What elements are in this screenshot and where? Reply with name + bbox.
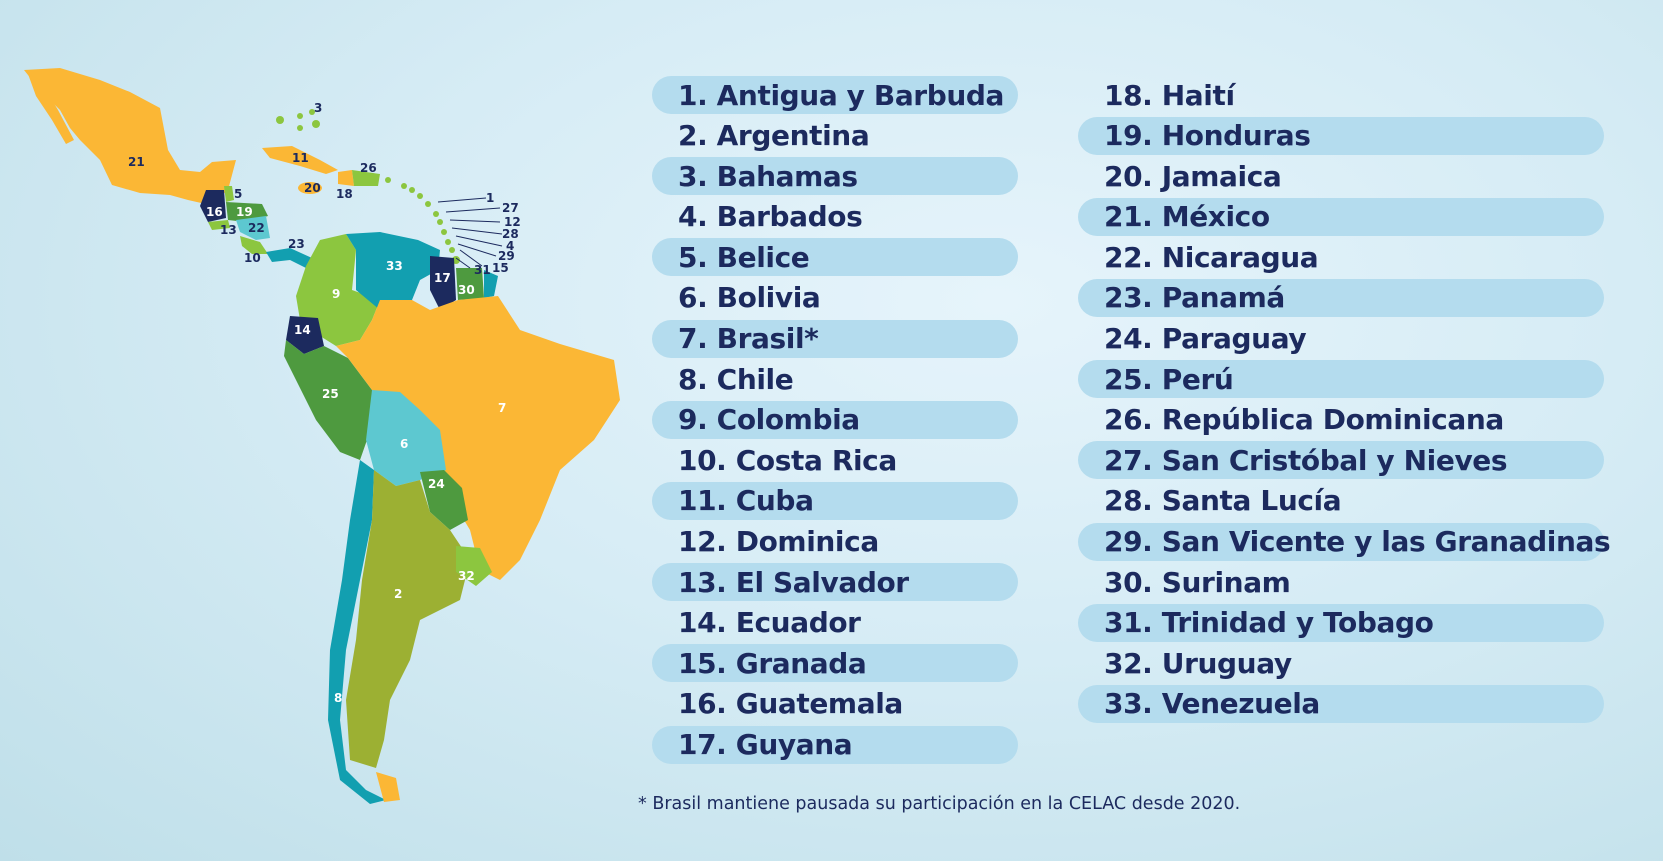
region-venezuela (346, 232, 440, 310)
country-list-item: 20. Jamaica (1104, 159, 1282, 193)
map-label-23: 23 (288, 237, 305, 251)
map-label-5: 5 (234, 187, 242, 201)
country-list-item: 12. Dominica (678, 525, 879, 559)
map-label-17: 17 (434, 271, 451, 285)
map-label-21: 21 (128, 155, 145, 169)
country-list-item: 13. El Salvador (652, 563, 1018, 602)
country-list-item: 2. Argentina (678, 119, 870, 153)
country-list-item: 33. Venezuela (1078, 684, 1604, 723)
map-label-3: 3 (314, 101, 322, 115)
region-cuba (262, 146, 338, 174)
map-label-25: 25 (322, 387, 339, 401)
country-list-item: 10. Costa Rica (678, 443, 897, 477)
map-label-28: 28 (502, 227, 519, 241)
country-list-item: 26. República Dominicana (1104, 403, 1504, 437)
map-label-8: 8 (334, 691, 342, 705)
country-list-item: 21. México (1078, 197, 1604, 236)
leader-lines (437, 197, 503, 269)
region-ecuador (286, 316, 324, 354)
country-list-item: 24. Paraguay (1104, 322, 1307, 356)
country-list-item: 22. Nicaragua (1104, 240, 1319, 274)
map-label-27: 27 (502, 201, 519, 215)
map-label-7: 7 (498, 401, 506, 415)
map-label-19: 19 (236, 205, 253, 219)
map-label-6: 6 (400, 437, 408, 451)
country-list-item: 32. Uruguay (1104, 646, 1292, 680)
region-paraguay (420, 470, 468, 530)
country-list-item: 25. Perú (1078, 360, 1604, 399)
map-labels: 21 3 11 26 20 18 5 16 19 13 22 10 23 33 … (128, 101, 521, 705)
region-elsalvador (208, 220, 230, 230)
region-chile (328, 460, 386, 804)
map-label-26: 26 (360, 161, 377, 175)
map-label-2: 2 (394, 587, 402, 601)
map-label-4: 4 (506, 239, 514, 253)
region-baja (28, 74, 74, 144)
map-label-16: 16 (206, 205, 223, 219)
region-bahamas (276, 116, 284, 124)
region-panama (266, 248, 312, 268)
country-list-item: 5. Belice (652, 238, 1018, 277)
latin-america-map: 21 3 11 26 20 18 5 16 19 13 22 10 23 33 … (0, 0, 640, 861)
region-costarica (240, 236, 268, 254)
region-haiti (338, 170, 354, 186)
country-list-item: 27. San Cristóbal y Nieves (1078, 441, 1604, 480)
map-label-32: 32 (458, 569, 475, 583)
country-list-item: 11. Cuba (652, 481, 1018, 520)
map-label-13: 13 (220, 223, 237, 237)
map-label-30: 30 (458, 283, 475, 297)
region-suriname (456, 268, 484, 300)
region-belize (224, 186, 234, 202)
map-svg: 21 3 11 26 20 18 5 16 19 13 22 10 23 33 … (24, 68, 620, 804)
country-list-item: 31. Trinidad y Tobago (1078, 603, 1604, 642)
region-honduras (226, 202, 268, 222)
country-list-item: 18. Haití (1104, 78, 1235, 112)
map-label-24: 24 (428, 477, 445, 491)
region-peru (284, 340, 374, 460)
map-label-31: 31 (474, 263, 491, 277)
country-list-item: 14. Ecuador (678, 606, 861, 640)
region-guatemala (200, 190, 226, 222)
country-list-item: 19. Honduras (1078, 116, 1604, 155)
region-bolivia (366, 390, 446, 486)
region-brazil (336, 296, 620, 580)
footnote: * Brasil mantiene pausada su participaci… (638, 794, 1241, 814)
region-jamaica (298, 182, 322, 194)
country-list-item: 23. Panamá (1078, 278, 1604, 317)
region-guyana (430, 256, 456, 310)
map-label-14: 14 (294, 323, 311, 337)
country-list-item: 28. Santa Lucía (1104, 484, 1342, 518)
country-list-item: 9. Colombia (652, 400, 1018, 439)
country-list-item: 6. Bolivia (678, 281, 821, 315)
region-mexico (24, 68, 236, 205)
map-label-29: 29 (498, 249, 515, 263)
country-list-item: 17. Guyana (652, 725, 1018, 764)
map-label-1: 1 (486, 191, 494, 205)
country-list-item: 7. Brasil* (652, 319, 1018, 358)
region-argentina (346, 470, 470, 768)
country-column-left: 1. Antigua y Barbuda 2. Argentina 3. Baham… (652, 76, 1018, 766)
country-list-item: 30. Surinam (1104, 565, 1291, 599)
country-list-item: 15. Granada (652, 644, 1018, 683)
map-label-10: 10 (244, 251, 261, 265)
country-list-item: 3. Bahamas (652, 157, 1018, 196)
country-list-item: 8. Chile (678, 362, 794, 396)
country-list-item: 1. Antigua y Barbuda (652, 76, 1018, 114)
map-label-22: 22 (248, 221, 265, 235)
map-label-12: 12 (504, 215, 521, 229)
map-label-9: 9 (332, 287, 340, 301)
country-list-item: 16. Guatemala (678, 687, 903, 721)
country-list-item: 4. Barbados (678, 200, 863, 234)
region-dominicanrep (352, 170, 380, 186)
region-uruguay (456, 546, 492, 586)
country-column-right: 18. Haití 19. Honduras 20. Jamaica 21. Méxi… (1078, 76, 1611, 726)
region-nicaragua (236, 216, 270, 240)
country-list-item: 29. San Vicente y las Granadinas (1078, 522, 1611, 561)
map-label-33: 33 (386, 259, 403, 273)
map-label-11: 11 (292, 151, 309, 165)
map-label-18: 18 (336, 187, 353, 201)
map-label-20: 20 (304, 181, 321, 195)
map-label-15: 15 (492, 261, 509, 275)
